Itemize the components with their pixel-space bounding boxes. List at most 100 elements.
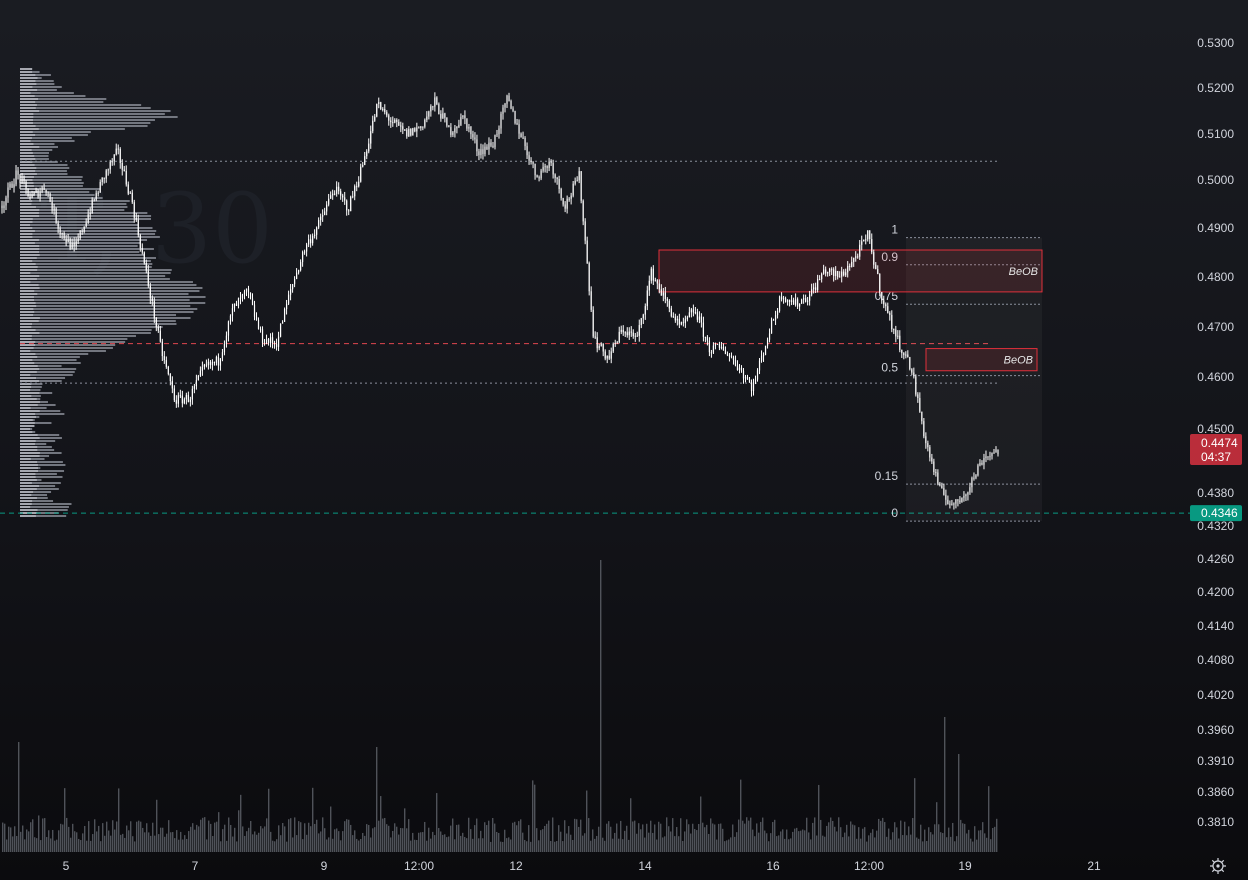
candle-body	[893, 329, 895, 331]
candle-body	[712, 345, 715, 353]
profile-bar-inner	[20, 251, 40, 253]
profile-bar-inner	[20, 350, 31, 352]
volume-bar	[296, 835, 298, 852]
profile-bar-inner	[20, 404, 38, 406]
candle-body	[526, 146, 528, 156]
profile-bar-inner	[20, 416, 37, 418]
volume-bar	[302, 839, 304, 852]
candle-body	[620, 329, 622, 332]
volume-bar	[468, 817, 470, 852]
profile-bar-inner	[20, 77, 38, 79]
volume-bar	[436, 793, 438, 852]
volume-bar	[64, 788, 66, 852]
candle-body	[859, 244, 861, 257]
profile-bar-inner	[20, 473, 36, 475]
candle-body	[993, 452, 995, 454]
volume-bar	[518, 821, 520, 852]
candle-body	[965, 494, 967, 497]
volume-bar	[590, 840, 592, 852]
volume-bar	[462, 832, 464, 852]
candle-body	[598, 346, 600, 349]
profile-bar	[20, 278, 170, 280]
profile-bar-inner	[20, 362, 35, 364]
volume-bar	[666, 817, 668, 852]
profile-bar	[20, 263, 153, 265]
volume-bar	[522, 832, 524, 852]
candle-body	[171, 380, 173, 389]
candle-body	[929, 447, 931, 458]
volume-bar	[926, 841, 928, 852]
candle-body	[157, 326, 159, 331]
candle-body	[223, 343, 226, 353]
candle-body	[674, 316, 676, 321]
volume-bar	[852, 824, 854, 852]
volume-bar	[542, 829, 544, 852]
candle-body	[474, 137, 476, 140]
candle-body	[245, 288, 248, 292]
candle-body	[187, 394, 189, 402]
volume-bar	[794, 828, 796, 852]
candle-body	[640, 318, 642, 326]
price-axis[interactable]: 0.5300 0.5200 0.5100 0.5000 0.4900 0.4800 0.47…	[1197, 36, 1234, 829]
volume-bar	[94, 819, 96, 852]
candle-body	[987, 456, 989, 458]
candle-body	[434, 97, 436, 107]
volume-bar	[594, 838, 596, 852]
candle-body	[488, 142, 490, 150]
candle-body	[857, 256, 859, 258]
volume-bar	[494, 823, 496, 852]
profile-bar-inner	[20, 413, 36, 415]
volume-bar	[934, 824, 936, 852]
candle-body	[959, 500, 961, 503]
volume-bar	[546, 823, 548, 852]
settings-gear-icon[interactable]	[1210, 858, 1226, 874]
volume-bar	[736, 832, 738, 852]
profile-bar-inner	[20, 287, 40, 289]
profile-bar	[20, 287, 203, 289]
volume-bar	[470, 829, 472, 852]
volume-bar	[420, 832, 422, 852]
volume-bar	[406, 828, 408, 852]
candle-body	[133, 202, 135, 218]
candle-body	[297, 270, 300, 273]
volume-bar	[640, 829, 642, 852]
candle-body	[682, 322, 684, 324]
candle-body	[27, 188, 29, 197]
y-tick-label: 0.4260	[1197, 552, 1234, 566]
candle-body	[556, 177, 558, 180]
profile-bar	[20, 83, 55, 85]
candle-body	[382, 108, 384, 110]
volume-bar	[18, 742, 20, 852]
candle-body	[626, 332, 628, 336]
candle-body	[49, 193, 51, 202]
candle-body	[352, 196, 354, 198]
candle-body	[79, 230, 81, 239]
volume-bar	[178, 839, 180, 852]
volume-bar	[6, 839, 8, 852]
volume-bar	[122, 833, 124, 852]
volume-bar	[336, 828, 338, 852]
volume-bar	[324, 828, 326, 852]
candle-body	[530, 160, 532, 162]
volume-bar	[330, 806, 332, 852]
profile-bar	[20, 104, 142, 106]
volume-bar	[366, 824, 368, 852]
candle-body	[91, 199, 93, 213]
candle-body	[73, 242, 75, 246]
profile-bar-inner	[20, 71, 33, 73]
candle-body	[700, 316, 703, 323]
x-tick-label: 21	[1087, 859, 1101, 873]
candle-body	[105, 170, 107, 179]
candle-body	[937, 472, 939, 484]
candle-body	[710, 352, 713, 354]
profile-bar	[20, 140, 75, 142]
candle-body	[590, 291, 592, 310]
candle-body	[418, 127, 420, 129]
candle-body	[931, 457, 933, 462]
volume-bar	[508, 837, 510, 852]
time-axis[interactable]: 5 7 9 12:00 12 14 16 12:00 19 21	[63, 859, 1101, 873]
profile-bar	[20, 206, 128, 208]
y-tick-label: 0.4380	[1197, 486, 1234, 500]
